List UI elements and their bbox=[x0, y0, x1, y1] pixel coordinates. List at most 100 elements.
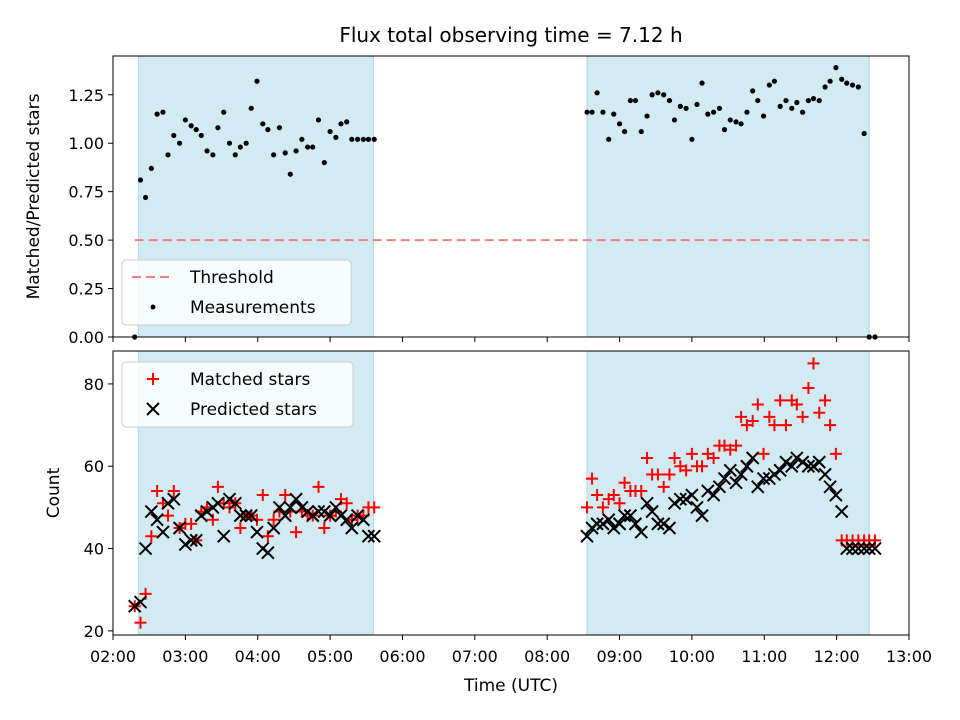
matched-star-point bbox=[234, 521, 247, 534]
measurement-point bbox=[627, 97, 634, 104]
predicted-star-point bbox=[862, 541, 876, 556]
measurement-point bbox=[344, 119, 350, 125]
predicted-star-point bbox=[751, 480, 765, 494]
predicted-star-point bbox=[651, 517, 665, 531]
bottom-legend-box bbox=[121, 361, 354, 428]
top-y-tick-label: 0.50 bbox=[68, 231, 104, 250]
measurement-point bbox=[142, 194, 149, 201]
measurement-point bbox=[839, 76, 845, 82]
measurement-point bbox=[315, 117, 322, 123]
predicted-star-point bbox=[673, 492, 688, 506]
measurement-point bbox=[204, 148, 210, 154]
bottom-y-ticks: 20 40 60 80 bbox=[84, 375, 113, 641]
measurement-point bbox=[243, 140, 249, 146]
matched-star-point bbox=[613, 497, 626, 510]
predicted-star-point bbox=[295, 500, 309, 515]
measurement-point bbox=[282, 150, 288, 156]
matched-star-point bbox=[641, 452, 654, 465]
legend-predicted-label: Predicted stars bbox=[190, 400, 317, 420]
measurement-point bbox=[699, 80, 705, 86]
predicted-star-point bbox=[712, 480, 727, 494]
measurement-point bbox=[655, 90, 661, 96]
measurement-point bbox=[333, 134, 339, 140]
measurement-point bbox=[310, 144, 316, 150]
measurement-point bbox=[193, 127, 199, 133]
measurement-point bbox=[632, 97, 639, 104]
measurement-point bbox=[721, 127, 728, 133]
bottom-x-tick-label: 09:00 bbox=[596, 647, 642, 666]
bottom-x-ticks: 02:00 03:00 04:00 05:00 06:00 07:00 08:00 09:00… bbox=[90, 635, 932, 666]
predicted-star-point bbox=[261, 545, 275, 560]
measurement-point bbox=[711, 109, 717, 115]
matched-star-point bbox=[751, 398, 764, 411]
measurement-point bbox=[689, 136, 695, 142]
x-axis-label: Time (UTC) bbox=[463, 676, 558, 696]
legend-predicted-swatch bbox=[146, 402, 160, 416]
bottom-x-tick-label: 08:00 bbox=[524, 647, 570, 666]
predicted-star-point bbox=[829, 488, 843, 502]
predicted-star-point bbox=[222, 492, 237, 506]
matched-star-point bbox=[768, 419, 781, 432]
measurement-point bbox=[160, 109, 166, 115]
measurement-point bbox=[755, 97, 761, 104]
measurement-point bbox=[794, 99, 800, 106]
predicted-star-point bbox=[851, 541, 866, 556]
measurement-point bbox=[210, 152, 216, 158]
predicted-star-point bbox=[167, 492, 181, 506]
predicted-star-point bbox=[323, 508, 337, 523]
matched-star-point bbox=[591, 489, 604, 502]
measurement-point bbox=[360, 136, 366, 142]
matched-star-point bbox=[145, 530, 158, 543]
matched-star-point bbox=[279, 489, 292, 502]
predicted-star-point bbox=[662, 521, 677, 535]
top-y-tick-label: 0.00 bbox=[68, 328, 104, 347]
measurement-point bbox=[616, 121, 623, 127]
predicted-star-point bbox=[250, 525, 264, 539]
measurement-point bbox=[861, 130, 867, 137]
predicted-star-point bbox=[834, 504, 849, 519]
measurement-point bbox=[148, 165, 154, 171]
measurement-point bbox=[805, 97, 812, 104]
predicted-star-point bbox=[150, 513, 164, 527]
measurement-point bbox=[683, 105, 689, 111]
measurement-point bbox=[789, 105, 795, 111]
matched-star-point bbox=[779, 419, 792, 432]
bottom-legend: Matched stars Predicted stars bbox=[121, 361, 354, 428]
legend-threshold-label: Threshold bbox=[189, 268, 274, 288]
matched-star-point bbox=[763, 410, 776, 423]
measurement-point bbox=[299, 136, 305, 142]
matched-star-point bbox=[251, 513, 264, 526]
measurement-point bbox=[611, 111, 617, 117]
matched-star-point bbox=[735, 410, 748, 423]
matched-star-point bbox=[618, 476, 631, 489]
measurement-point bbox=[237, 144, 243, 150]
measurement-point bbox=[287, 171, 293, 177]
bottom-x-tick-label: 10:00 bbox=[669, 647, 715, 666]
top-y-tick-label: 1.25 bbox=[68, 86, 104, 105]
top-y-tick-label: 0.75 bbox=[68, 183, 104, 202]
top-y-axis-label: Matched/Predicted stars bbox=[24, 93, 44, 299]
measurement-point bbox=[371, 136, 377, 142]
measurement-point bbox=[338, 121, 344, 127]
predicted-star-point bbox=[701, 484, 715, 498]
predicted-star-point bbox=[857, 541, 871, 556]
predicted-star-point bbox=[607, 521, 621, 535]
matched-star-point bbox=[746, 414, 759, 427]
bottom-x-tick-label: 12:00 bbox=[814, 647, 860, 666]
matched-star-point bbox=[340, 497, 353, 510]
predicted-star-point bbox=[601, 513, 616, 527]
predicted-star-point bbox=[228, 496, 243, 510]
predicted-star-point bbox=[634, 525, 648, 539]
top-legend: Threshold Measurements bbox=[121, 259, 352, 326]
matched-star-point bbox=[318, 521, 331, 534]
predicted-star-point bbox=[845, 541, 860, 556]
matched-star-point bbox=[134, 616, 147, 629]
predicted-star-point bbox=[350, 508, 365, 523]
measurement-point bbox=[766, 82, 772, 88]
matched-star-point bbox=[151, 484, 164, 497]
predicted-star-point bbox=[361, 529, 376, 543]
matched-star-point bbox=[167, 484, 180, 497]
predicted-star-point bbox=[244, 508, 258, 523]
bottom-y-axis-label: Count bbox=[44, 467, 64, 518]
predicted-star-point bbox=[785, 459, 799, 473]
